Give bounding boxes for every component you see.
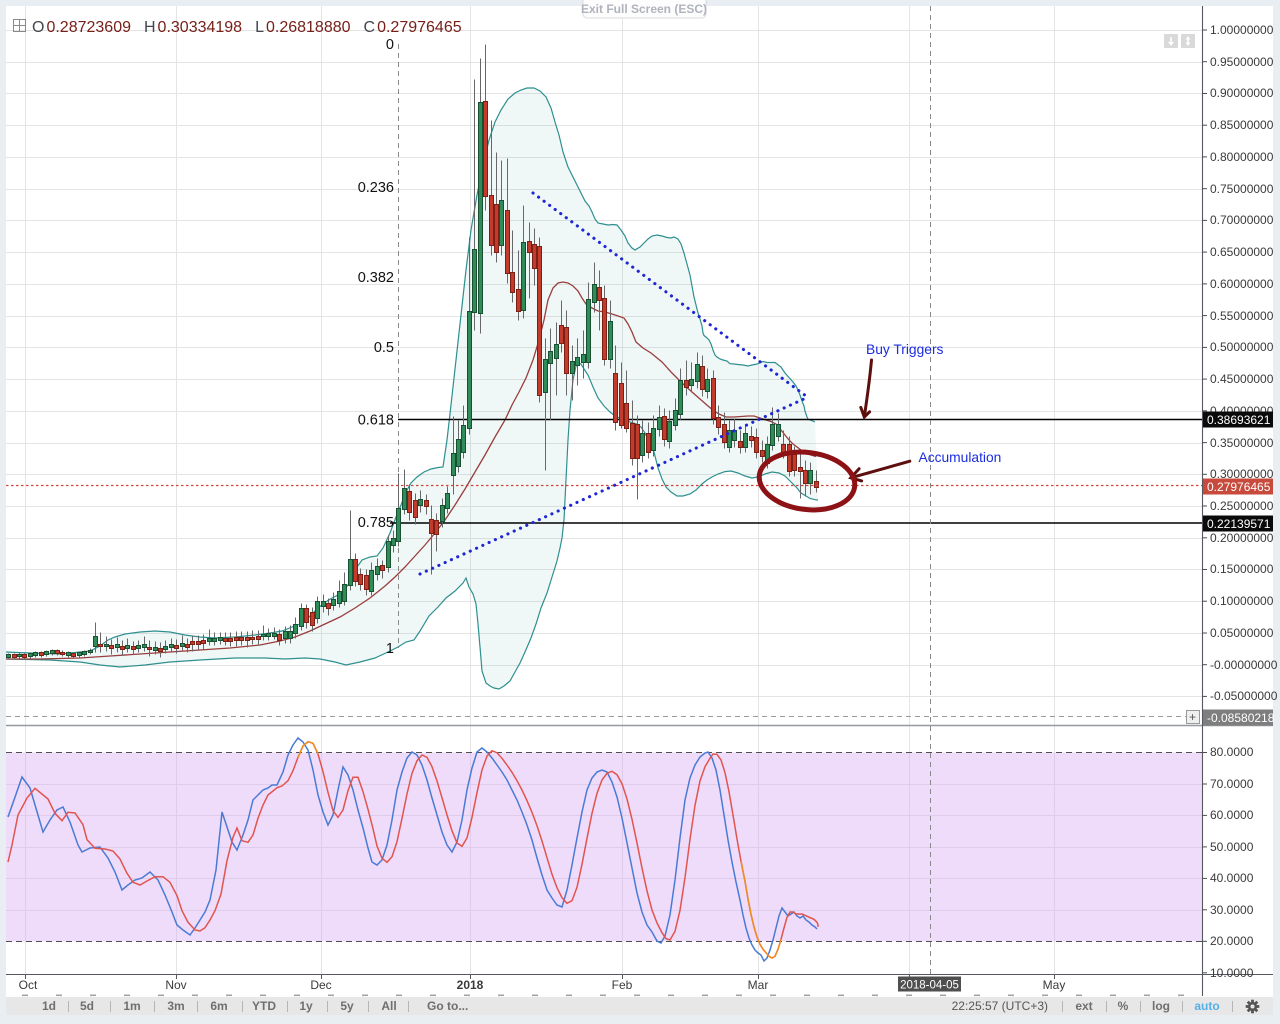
svg-text:1d: 1d xyxy=(42,999,56,1013)
svg-text:1y: 1y xyxy=(299,999,313,1013)
svg-text:Go to...: Go to... xyxy=(427,999,468,1013)
svg-text:log: log xyxy=(1152,999,1170,1013)
svg-text:Mar: Mar xyxy=(748,978,769,992)
svg-text:5d: 5d xyxy=(80,999,94,1013)
svg-text:May: May xyxy=(1043,978,1066,992)
svg-text:0.95000000: 0.95000000 xyxy=(1210,55,1274,69)
svg-text:Oct: Oct xyxy=(19,978,38,992)
svg-text:0.785: 0.785 xyxy=(358,515,394,531)
svg-text:Feb: Feb xyxy=(612,978,633,992)
svg-text:50.0000: 50.0000 xyxy=(1210,840,1254,854)
svg-text:0.20000000: 0.20000000 xyxy=(1210,531,1274,545)
svg-text:80.0000: 80.0000 xyxy=(1210,745,1254,759)
svg-text:60.0000: 60.0000 xyxy=(1210,808,1254,822)
svg-text:10.0000: 10.0000 xyxy=(1210,966,1254,980)
svg-text:0.70000000: 0.70000000 xyxy=(1210,213,1274,227)
svg-text:-0.00000000: -0.00000000 xyxy=(1210,658,1278,672)
svg-text:0: 0 xyxy=(386,37,394,53)
svg-text:5y: 5y xyxy=(340,999,354,1013)
svg-text:22:25:57 (UTC+3): 22:25:57 (UTC+3) xyxy=(952,999,1048,1013)
svg-text:0.236: 0.236 xyxy=(358,180,394,196)
svg-text:1.00000000: 1.00000000 xyxy=(1210,23,1274,37)
svg-text:+: + xyxy=(1189,710,1196,724)
svg-text:0.38693621: 0.38693621 xyxy=(1207,413,1271,427)
svg-text:40.0000: 40.0000 xyxy=(1210,871,1254,885)
svg-text:ext: ext xyxy=(1075,999,1092,1013)
svg-text:0.85000000: 0.85000000 xyxy=(1210,118,1274,132)
svg-text:1m: 1m xyxy=(123,999,140,1013)
svg-text:0.30000000: 0.30000000 xyxy=(1210,467,1274,481)
svg-text:Buy Triggers: Buy Triggers xyxy=(866,342,944,357)
svg-text:0.22139571: 0.22139571 xyxy=(1207,517,1271,531)
svg-text:0.65000000: 0.65000000 xyxy=(1210,245,1274,259)
svg-text:20.0000: 20.0000 xyxy=(1210,934,1254,948)
svg-text:2018: 2018 xyxy=(457,978,484,992)
svg-text:0.50000000: 0.50000000 xyxy=(1210,340,1274,354)
svg-text:0.618: 0.618 xyxy=(358,413,394,429)
svg-text:-0.08580218: -0.08580218 xyxy=(1207,711,1275,725)
svg-text:0.80000000: 0.80000000 xyxy=(1210,150,1274,164)
svg-text:0.55000000: 0.55000000 xyxy=(1210,309,1274,323)
svg-text:Nov: Nov xyxy=(165,978,186,992)
svg-text:0.5: 0.5 xyxy=(374,340,394,356)
svg-text:0.45000000: 0.45000000 xyxy=(1210,372,1274,386)
svg-text:70.0000: 70.0000 xyxy=(1210,777,1254,791)
svg-text:0.25000000: 0.25000000 xyxy=(1210,499,1274,513)
svg-text:All: All xyxy=(381,999,396,1013)
svg-text:3m: 3m xyxy=(167,999,184,1013)
svg-text:0.15000000: 0.15000000 xyxy=(1210,562,1274,576)
svg-text:Accumulation: Accumulation xyxy=(919,450,1002,465)
svg-text:0.10000000: 0.10000000 xyxy=(1210,594,1274,608)
svg-text:0.35000000: 0.35000000 xyxy=(1210,436,1274,450)
svg-text:1: 1 xyxy=(386,641,394,657)
svg-text:0.05000000: 0.05000000 xyxy=(1210,626,1274,640)
svg-text:0.90000000: 0.90000000 xyxy=(1210,86,1274,100)
svg-text:6m: 6m xyxy=(210,999,227,1013)
svg-text:0.382: 0.382 xyxy=(358,270,394,286)
svg-text:Dec: Dec xyxy=(310,978,331,992)
svg-text:30.0000: 30.0000 xyxy=(1210,903,1254,917)
svg-text:auto: auto xyxy=(1194,999,1219,1013)
svg-text:0.27976465: 0.27976465 xyxy=(1207,480,1271,494)
svg-text:%: % xyxy=(1118,999,1129,1013)
svg-text:-0.05000000: -0.05000000 xyxy=(1210,689,1278,703)
svg-text:Exit Full Screen (ESC): Exit Full Screen (ESC) xyxy=(581,2,707,16)
svg-text:0.60000000: 0.60000000 xyxy=(1210,277,1274,291)
svg-text:0.75000000: 0.75000000 xyxy=(1210,182,1274,196)
svg-text:YTD: YTD xyxy=(252,999,276,1013)
svg-text:2018-04-05: 2018-04-05 xyxy=(900,980,959,992)
